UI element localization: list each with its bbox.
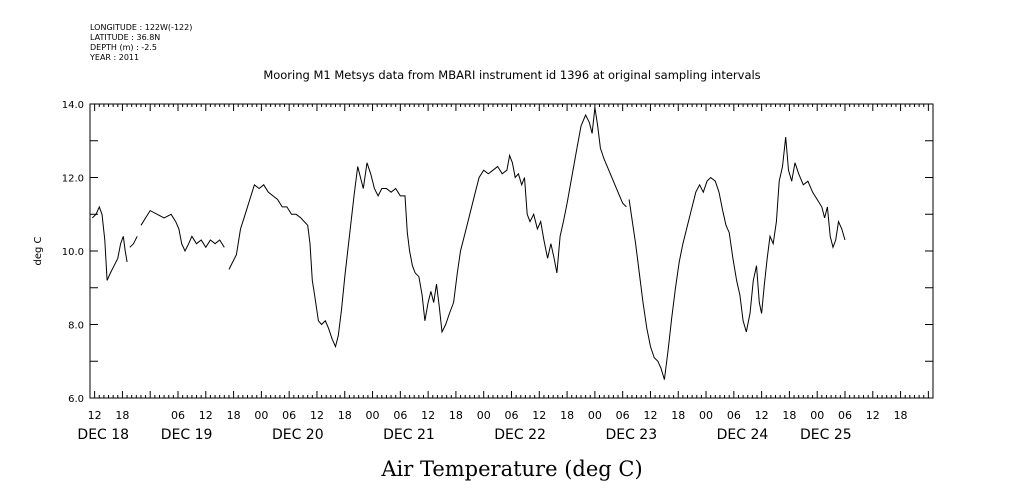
x-tick-label: 12 [199, 409, 213, 422]
day-label: DEC 23 [605, 427, 657, 443]
temperature-line-segment [129, 236, 138, 248]
x-tick-label: 06 [616, 409, 630, 422]
day-label: DEC 22 [494, 427, 546, 443]
y-tick-label: 6.0 [68, 394, 84, 405]
x-tick-label: 00 [254, 409, 268, 422]
x-tick-label: 00 [366, 409, 380, 422]
x-tick-label: 00 [477, 409, 491, 422]
y-tick-label: 10.0 [62, 247, 84, 258]
y-tick-label: 12.0 [62, 174, 84, 185]
x-tick-label: 18 [449, 409, 463, 422]
axis-ticks [89, 103, 934, 399]
year-label: YEAR : 2011 [89, 53, 139, 62]
day-label: DEC 18 [77, 427, 129, 443]
x-tick-labels: 12 18 06 12 18 00 06 12 18 00 06 12 18 00 06 12 18 00 06 12… [88, 409, 908, 422]
temperature-line-segment [140, 209, 225, 253]
x-tick-label: 06 [171, 409, 185, 422]
depth-label: DEPTH (m) : -2.5 [90, 43, 157, 52]
x-tick-label: 18 [338, 409, 352, 422]
day-label: DEC 24 [717, 427, 769, 443]
x-tick-label: 06 [505, 409, 519, 422]
x-tick-label: 18 [894, 409, 908, 422]
x-tick-label: 06 [282, 409, 296, 422]
temperature-line-segment [628, 137, 846, 380]
day-labels: DEC 18 DEC 19 DEC 20 DEC 21 DEC 22 DEC 23 DEC … [77, 427, 851, 443]
x-tick-label: 06 [393, 409, 407, 422]
chart-title: Mooring M1 Metsys data from MBARI instru… [263, 68, 760, 82]
x-tick-label: 00 [810, 409, 824, 422]
x-tick-label: 18 [115, 409, 129, 422]
day-label: DEC 25 [800, 427, 852, 443]
longitude-label: LONGITUDE : 122W(-122) [90, 23, 192, 32]
x-tick-label: 00 [588, 409, 602, 422]
x-tick-label: 12 [532, 409, 546, 422]
day-label: DEC 21 [383, 427, 435, 443]
day-label: DEC 20 [272, 427, 324, 443]
y-tick-label: 14.0 [62, 100, 84, 111]
x-tick-label: 12 [88, 409, 102, 422]
x-axis-label: Air Temperature (deg C) [380, 457, 642, 481]
x-tick-label: 12 [310, 409, 324, 422]
air-temperature-series [91, 107, 846, 380]
y-tick-label: 8.0 [68, 321, 84, 332]
y-tick-labels: 6.0 8.0 10.0 12.0 14.0 [62, 100, 84, 405]
y-axis-label: deg C [33, 236, 44, 265]
x-tick-label: 18 [227, 409, 241, 422]
temperature-line-segment [228, 107, 627, 349]
x-tick-label: 12 [643, 409, 657, 422]
x-tick-label: 18 [671, 409, 685, 422]
x-tick-label: 12 [755, 409, 769, 422]
x-tick-label: 18 [560, 409, 574, 422]
latitude-label: LATITUDE : 36.8N [90, 33, 160, 42]
x-tick-label: 06 [838, 409, 852, 422]
x-tick-label: 18 [782, 409, 796, 422]
x-tick-label: 00 [699, 409, 713, 422]
plot-frame [89, 103, 934, 399]
x-tick-label: 06 [727, 409, 741, 422]
x-tick-label: 12 [421, 409, 435, 422]
day-label: DEC 19 [161, 427, 213, 443]
x-tick-label: 12 [866, 409, 880, 422]
temperature-line-segment [91, 205, 128, 281]
